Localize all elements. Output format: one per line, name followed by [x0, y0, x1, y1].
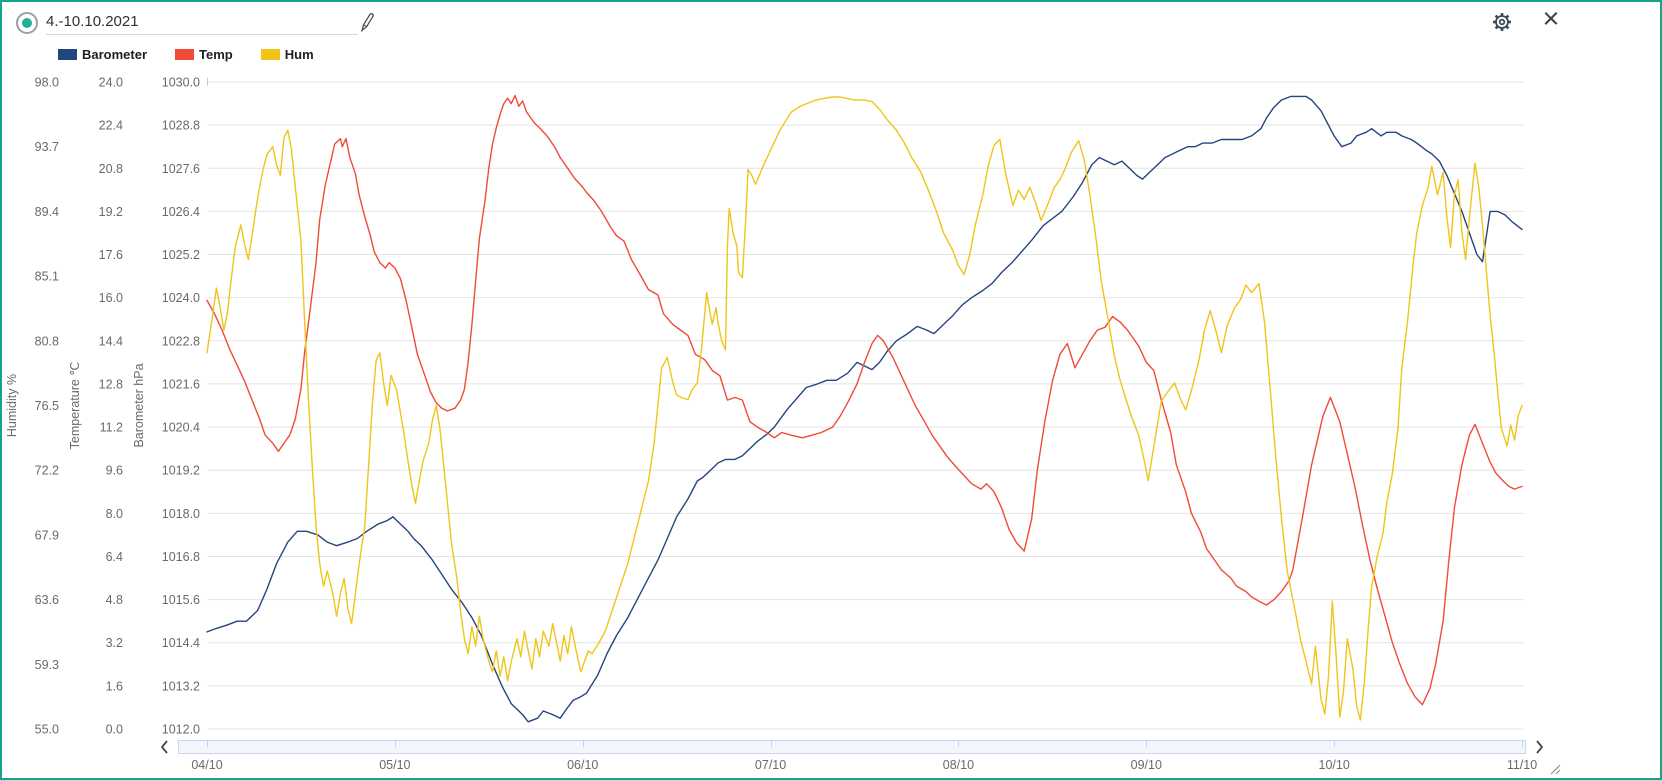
y-axis-title: Temperature ℃ [68, 362, 82, 450]
y-axis-tick-label: 4.8 [106, 593, 123, 607]
hum-swatch-icon [260, 49, 280, 60]
y-axis-tick-label: 6.4 [106, 550, 123, 564]
y-axis-tick-label: 59.3 [35, 658, 59, 672]
y-axis-tick-label: 24.0 [99, 76, 123, 90]
y-axis-tick-label: 1018.0 [162, 507, 200, 521]
y-axis-tick-label: 98.0 [35, 76, 59, 90]
y-axis-tick-label: 1012.0 [162, 723, 200, 737]
y-axis-tick-label: 1022.8 [162, 334, 200, 348]
time-scrollbar[interactable] [178, 740, 1526, 754]
y-axis-tick-label: 72.2 [35, 464, 59, 478]
y-axis-tick-label: 1016.8 [162, 550, 200, 564]
y-axis-tick-label: 3.2 [106, 636, 123, 650]
pencil-icon [360, 12, 374, 33]
scroll-right-button[interactable] [1532, 739, 1546, 755]
scroll-left-button[interactable] [158, 739, 172, 755]
y-axis-tick-label: 1020.4 [162, 421, 200, 435]
resize-handle[interactable] [1548, 762, 1562, 776]
x-axis-label: 04/10 [191, 758, 223, 772]
y-axis-tick-label: 1028.8 [162, 119, 200, 133]
series-line-barometer [206, 95, 1523, 723]
y-axis-tick-label: 1027.6 [162, 162, 200, 176]
x-axis-label: 10/10 [1318, 758, 1350, 772]
chevron-left-icon [160, 740, 168, 754]
series-line-hum [206, 96, 1523, 721]
x-axis-label: 06/10 [567, 758, 599, 772]
y-axis-tick-label: 63.6 [35, 593, 59, 607]
legend-label: Hum [284, 47, 314, 62]
temp-swatch-icon [175, 49, 195, 60]
legend-item-hum[interactable]: Hum [260, 47, 314, 62]
y-axis-tick-label: 1025.2 [162, 248, 200, 262]
y-axis-tick-label: 11.2 [100, 421, 123, 435]
y-axis-tick-label: 1.6 [106, 679, 123, 693]
y-axis-tick-label: 8.0 [106, 507, 123, 521]
y-axis-title: Humidity % [5, 374, 19, 437]
y-axis-tick-label: 1013.2 [162, 679, 200, 693]
scrollbar-tick [1334, 741, 1336, 747]
close-icon: × [1542, 3, 1560, 35]
y-axis-tick-label: 55.0 [35, 723, 59, 737]
scrollbar-tick [582, 741, 584, 747]
x-axis-label: 09/10 [1130, 758, 1162, 772]
scrollbar-tick [958, 741, 960, 747]
y-axis-tick-label: 1030.0 [162, 76, 200, 90]
y-axis-tick-label: 14.4 [99, 334, 123, 348]
y-axis-tick-label: 16.0 [99, 291, 123, 305]
y-axis-tick-label: 67.9 [35, 528, 59, 542]
barometer-swatch-icon [58, 49, 77, 60]
radio-dot-icon [22, 18, 32, 28]
scrollbar-tick [394, 741, 396, 747]
y-axis-tick-label: 20.8 [99, 162, 123, 176]
y-axis-tick-label: 76.5 [35, 399, 59, 413]
y-axis-tick-label: 89.4 [35, 205, 59, 219]
chart-legend: Barometer Temp Hum [58, 47, 332, 62]
x-axis-label: 08/10 [942, 758, 975, 772]
gear-icon [1493, 13, 1511, 31]
x-axis-label: 11/10 [1506, 758, 1538, 772]
y-axis-tick-label: 85.1 [35, 270, 59, 284]
y-axis-tick-label: 1014.4 [162, 636, 200, 650]
y-axis-tick-label: 1026.4 [162, 205, 200, 219]
radio-button[interactable] [16, 12, 38, 34]
y-axis-tick-label: 12.8 [99, 377, 123, 391]
x-axis-label: 07/10 [754, 758, 787, 772]
y-axis-tick-label: 0.0 [106, 723, 123, 737]
x-axis-label: 05/10 [379, 758, 411, 772]
legend-item-barometer[interactable]: Barometer [58, 47, 147, 62]
chevron-right-icon [1536, 740, 1544, 754]
resize-grip-icon [1550, 764, 1561, 775]
y-axis-tick-label: 1019.2 [162, 464, 200, 478]
y-axis-tick-label: 22.4 [99, 119, 123, 133]
y-axis-tick-label: 1021.6 [162, 377, 200, 391]
settings-button[interactable] [1490, 10, 1514, 34]
scrollbar-tick [1146, 741, 1148, 747]
y-axis-tick-label: 17.6 [99, 248, 123, 262]
scrollbar-tick [770, 741, 772, 747]
date-range-input[interactable]: 4.-10.10.2021 [46, 11, 358, 35]
legend-label: Barometer [82, 47, 148, 62]
y-axis-tick-label: 1024.0 [162, 291, 200, 305]
legend-label: Temp [199, 47, 233, 62]
close-button[interactable]: × [1536, 2, 1566, 36]
y-axis-tick-label: 93.7 [35, 140, 59, 154]
y-axis-tick-label: 19.2 [99, 205, 123, 219]
scrollbar-tick [207, 741, 208, 747]
scrollbar-tick [1522, 741, 1523, 747]
y-axis-tick-label: 1015.6 [162, 593, 200, 607]
series-line-temp [206, 94, 1523, 706]
edit-button[interactable] [358, 12, 376, 33]
y-axis-title: Barometer hPa [132, 363, 146, 447]
legend-item-temp[interactable]: Temp [175, 47, 233, 62]
y-axis-tick-label: 9.6 [106, 464, 123, 478]
y-axis-tick-label: 80.8 [35, 334, 59, 348]
